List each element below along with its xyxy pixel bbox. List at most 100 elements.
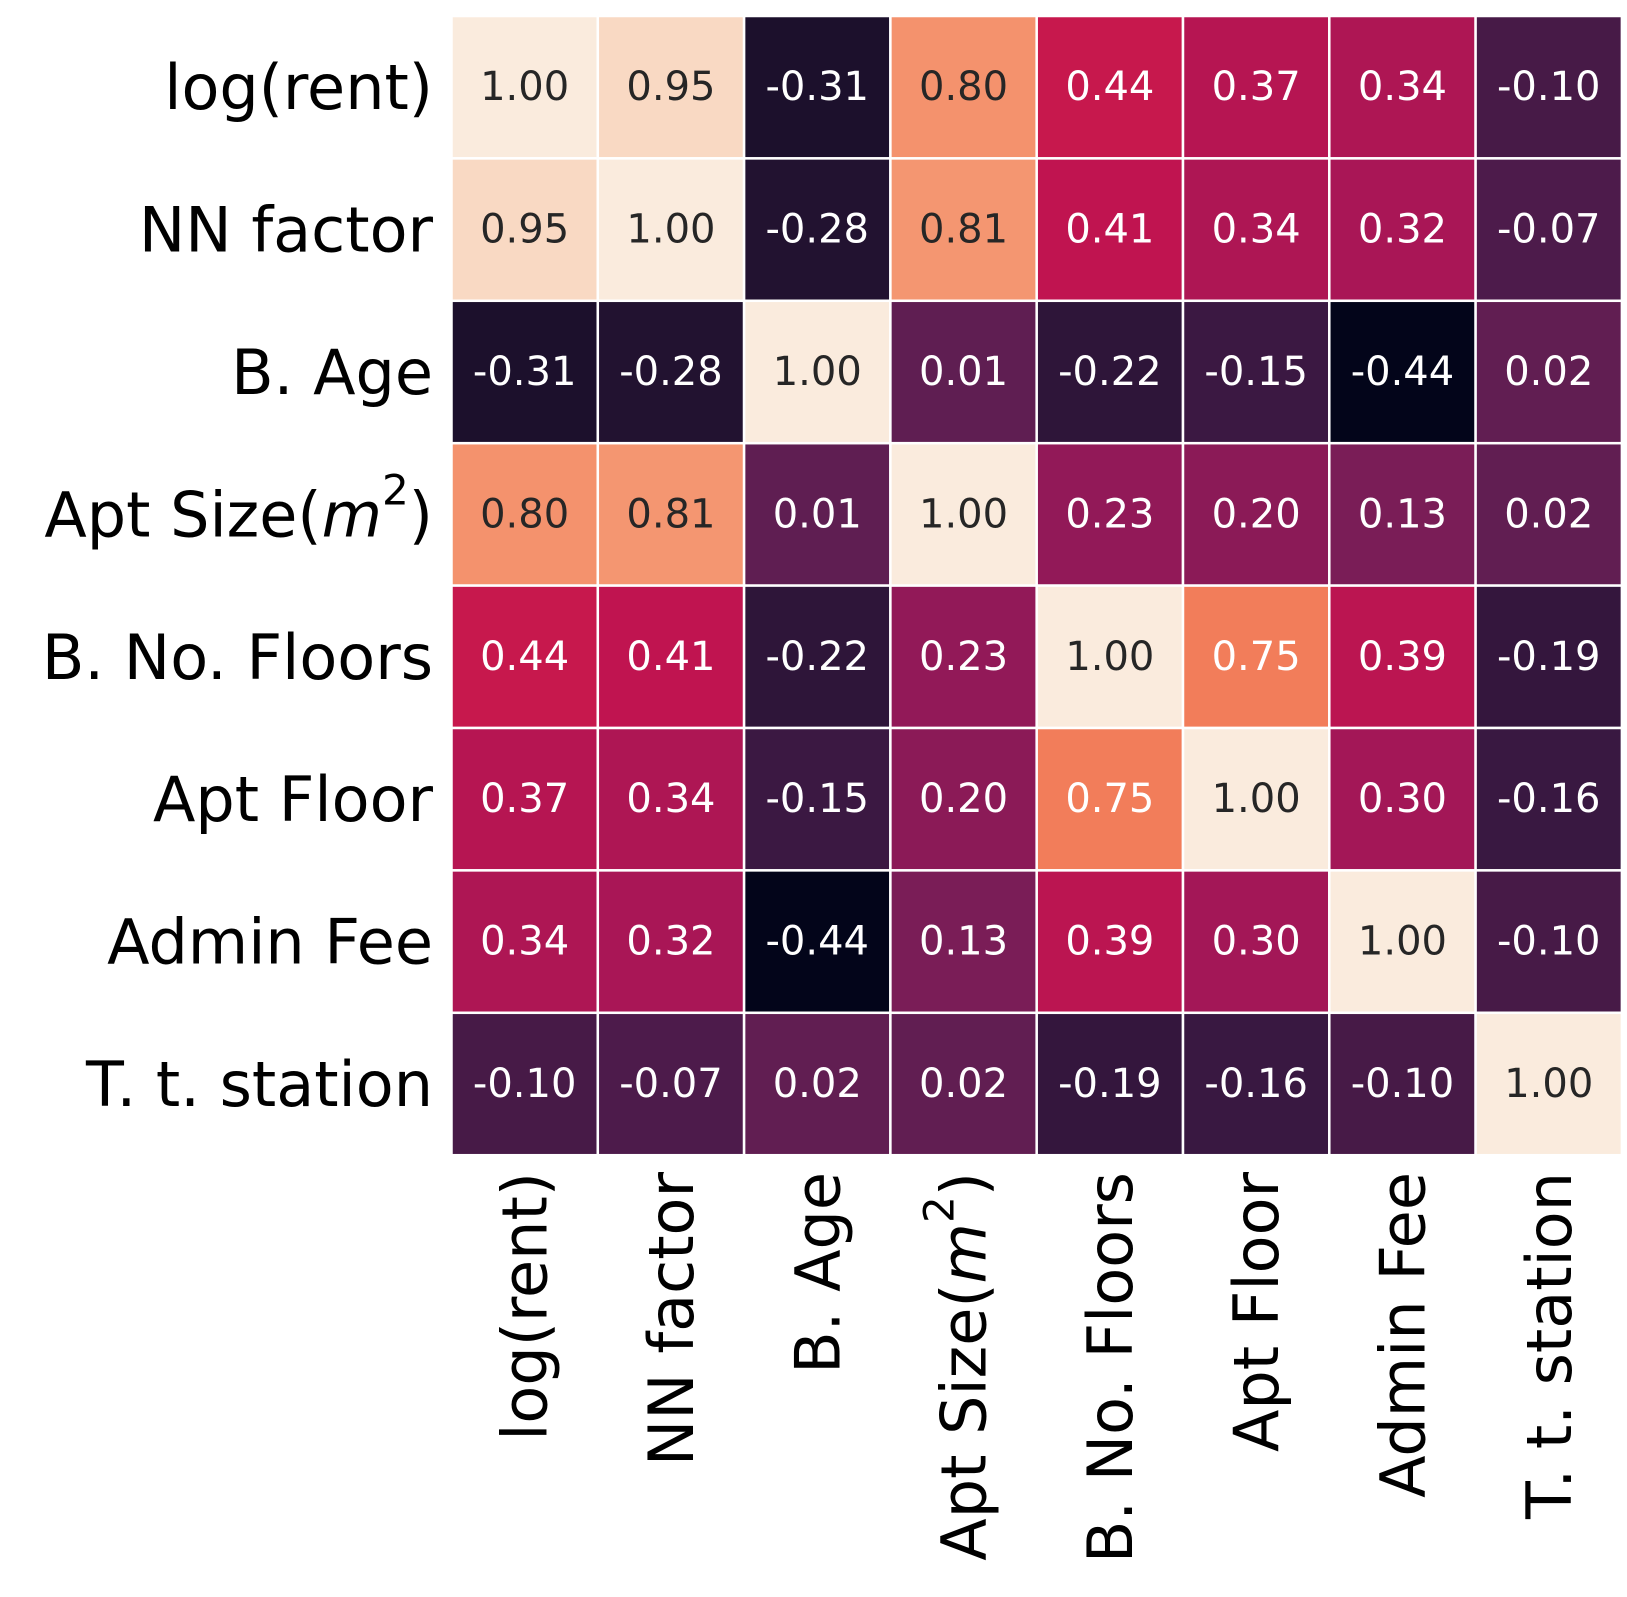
cell-value-r6-c3: 0.13	[919, 919, 1008, 965]
heatmap-cell-r7-c7	[1474, 1011, 1624, 1157]
y-axis-tick-labels: log(rent) NN factor B. Age Apt Size(m2) B. N…	[42, 51, 434, 1121]
cell-value-r7-c5: -0.16	[1204, 1061, 1308, 1107]
cell-value-r4-c3: 0.23	[919, 634, 1008, 680]
row-label-6: Admin Fee	[107, 905, 433, 978]
cell-value-r2-c4: -0.22	[1058, 349, 1162, 395]
heatmap-cell-r6-c5	[1181, 869, 1331, 1015]
heatmap-cell-r5-c4	[1035, 726, 1185, 872]
cell-value-r5-c6: 0.30	[1358, 776, 1447, 822]
heatmap-cell-r2-c5	[1181, 299, 1331, 445]
heatmap-cell-r0-c0	[450, 14, 600, 160]
cell-value-r7-c3: 0.02	[919, 1061, 1008, 1107]
heatmap-cell-r3-c2	[742, 441, 892, 587]
cell-value-r1-c6: 0.32	[1358, 207, 1447, 253]
heatmap-cell-r2-c1	[596, 299, 746, 445]
cell-value-r0-c5: 0.37	[1212, 64, 1301, 110]
cell-value-r7-c6: -0.10	[1351, 1061, 1455, 1107]
cell-value-r5-c2: -0.15	[766, 776, 870, 822]
heatmap-cell-r7-c2	[742, 1011, 892, 1157]
col-label-3: Apt Size(m2)	[915, 1172, 1001, 1561]
heatmap-cell-r6-c4	[1035, 869, 1185, 1015]
heatmap-cell-r2-c7	[1474, 299, 1624, 445]
cell-value-r3-c7: 0.02	[1504, 491, 1593, 537]
heatmap-cell-r4-c4	[1035, 584, 1185, 730]
cell-value-r6-c0: 0.34	[480, 919, 569, 965]
col-label-2: B. Age	[781, 1172, 854, 1374]
row-label-7: T. t. station	[85, 1048, 433, 1121]
cell-value-r7-c4: -0.19	[1058, 1061, 1162, 1107]
heatmap-cell-r5-c6	[1328, 726, 1477, 872]
row-label-0: log(rent)	[164, 51, 433, 124]
cell-value-r6-c6: 1.00	[1358, 919, 1447, 965]
col-label-6: Admin Fee	[1366, 1172, 1439, 1498]
cell-value-r4-c4: 1.00	[1065, 634, 1154, 680]
cell-value-r6-c7: -0.10	[1497, 919, 1601, 965]
cell-value-r1-c3: 0.81	[919, 207, 1008, 253]
heatmap-cell-r3-c6	[1328, 441, 1477, 587]
cell-value-r2-c5: -0.15	[1204, 349, 1308, 395]
cell-value-r1-c0: 0.95	[480, 207, 569, 253]
cell-value-r0-c1: 0.95	[626, 64, 715, 110]
heatmap-cell-r2-c2	[742, 299, 892, 445]
cell-value-r3-c2: 0.01	[773, 491, 862, 537]
cell-value-r3-c6: 0.13	[1358, 491, 1447, 537]
cell-value-r1-c1: 1.00	[626, 207, 715, 253]
cell-value-r6-c4: 0.39	[1065, 919, 1154, 965]
cell-value-r4-c6: 0.39	[1358, 634, 1447, 680]
heatmap-cell-r1-c1	[596, 157, 746, 303]
cell-value-r2-c6: -0.44	[1351, 349, 1455, 395]
heatmap-cell-r3-c4	[1035, 441, 1185, 587]
heatmap-cell-r4-c6	[1328, 584, 1477, 730]
cell-value-r6-c5: 0.30	[1212, 919, 1301, 965]
cell-value-r2-c1: -0.28	[619, 349, 723, 395]
row-label-4: B. No. Floors	[42, 620, 433, 693]
heatmap-cell-r7-c4	[1035, 1011, 1185, 1157]
cell-value-r1-c7: -0.07	[1497, 207, 1601, 253]
heatmap-cell-r6-c2	[742, 869, 892, 1015]
cell-value-r0-c7: -0.10	[1497, 64, 1601, 110]
cell-value-r4-c7: -0.19	[1497, 634, 1601, 680]
heatmap-cell-r6-c7	[1474, 869, 1624, 1015]
cell-value-r7-c7: 1.00	[1504, 1061, 1593, 1107]
cell-value-r1-c5: 0.34	[1212, 207, 1301, 253]
cell-value-r6-c2: -0.44	[766, 919, 870, 965]
cell-value-r2-c2: 1.00	[773, 349, 862, 395]
col-label-1: NN factor	[634, 1171, 707, 1466]
cell-value-r3-c4: 0.23	[1065, 491, 1154, 537]
cell-value-r2-c0: -0.31	[473, 349, 577, 395]
heatmap-cell-r2-c6	[1328, 299, 1477, 445]
row-label-1: NN factor	[139, 193, 434, 266]
cell-value-r5-c1: 0.34	[626, 776, 715, 822]
col-label-5: Apt Floor	[1220, 1171, 1293, 1452]
cell-value-r5-c0: 0.37	[480, 776, 569, 822]
heatmap-cell-r2-c3	[889, 299, 1038, 445]
heatmap-cell-r7-c5	[1181, 1011, 1331, 1157]
cell-value-r0-c4: 0.44	[1065, 64, 1154, 110]
cell-value-r5-c5: 1.00	[1212, 776, 1301, 822]
heatmap-cell-r0-c1	[596, 14, 746, 160]
cell-value-r7-c0: -0.10	[473, 1061, 577, 1107]
cell-value-r4-c2: -0.22	[766, 634, 870, 680]
heatmap-cell-r3-c3	[889, 441, 1038, 587]
heatmap-cell-r6-c6	[1328, 869, 1477, 1015]
cell-value-r0-c3: 0.80	[919, 64, 1008, 110]
heatmap-cell-r0-c2	[742, 14, 892, 160]
cell-value-r0-c2: -0.31	[766, 64, 870, 110]
cell-value-r7-c2: 0.02	[773, 1061, 862, 1107]
cell-value-r5-c3: 0.20	[919, 776, 1008, 822]
heatmap-cells	[450, 14, 1624, 1157]
heatmap-cell-r5-c2	[742, 726, 892, 872]
row-label-2: B. Age	[231, 336, 433, 409]
cell-value-r6-c1: 0.32	[626, 919, 715, 965]
heatmap-cell-r1-c7	[1474, 157, 1624, 303]
heatmap-cell-r7-c0	[450, 1011, 600, 1157]
cell-value-r1-c4: 0.41	[1065, 207, 1154, 253]
cell-value-r5-c4: 0.75	[1065, 776, 1154, 822]
heatmap-cell-r6-c0	[450, 869, 600, 1015]
cell-value-r7-c1: -0.07	[619, 1061, 723, 1107]
heatmap-cell-r0-c7	[1474, 14, 1624, 160]
heatmap-cell-r5-c5	[1181, 726, 1331, 872]
heatmap-cell-r6-c1	[596, 869, 746, 1015]
heatmap-cell-r0-c5	[1181, 14, 1331, 160]
